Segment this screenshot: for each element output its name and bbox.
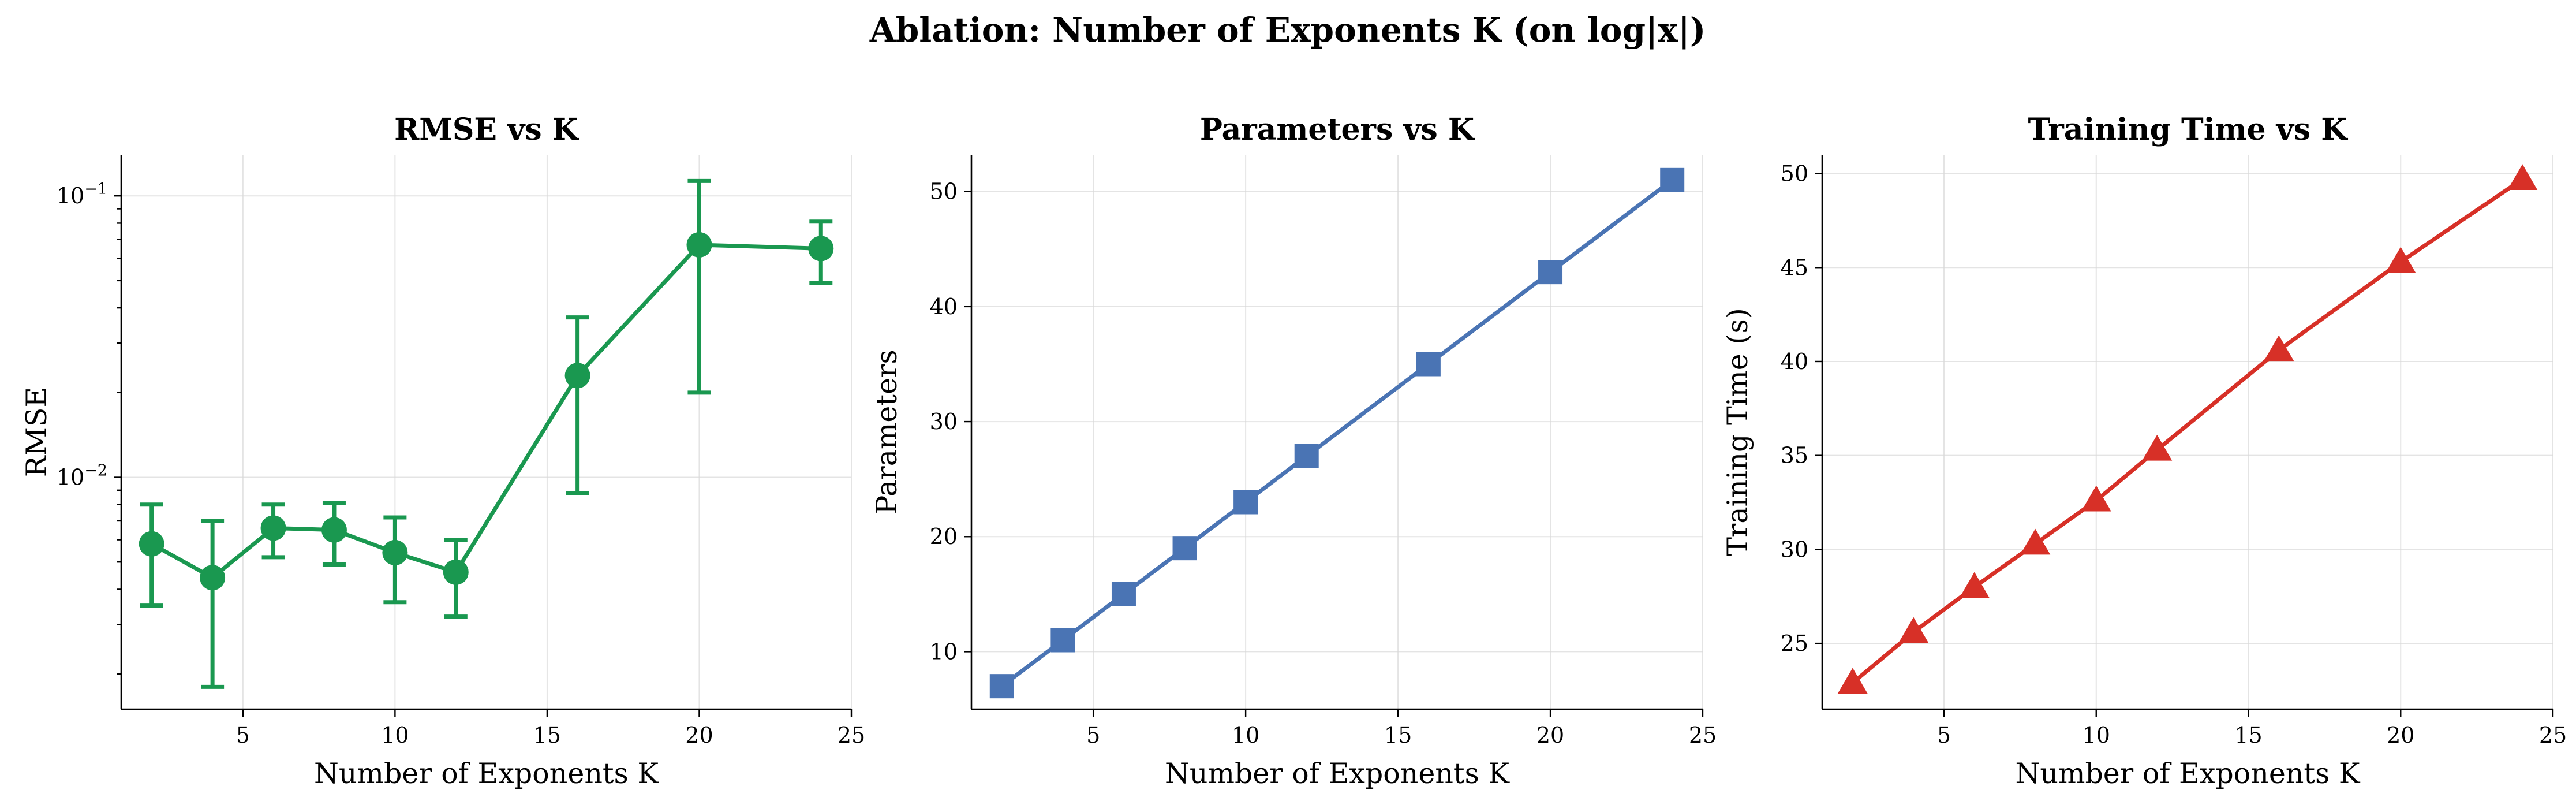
data-point [200, 565, 226, 591]
data-point [2264, 335, 2294, 362]
y-tick-label: 10−1 [57, 180, 107, 208]
x-tick-label: 15 [533, 722, 561, 748]
x-tick-label: 5 [1937, 722, 1951, 748]
y-tick-label: 45 [1781, 255, 1808, 280]
data-point [2507, 164, 2538, 191]
data-point [1538, 260, 1563, 285]
data-point [1172, 536, 1197, 561]
data-point [1898, 617, 1929, 643]
data-point [686, 232, 712, 258]
panel-training-time: 5 10 15 20 25 25 30 35 40 45 50 Training Time vs K N… [1721, 112, 2567, 790]
x-axis-label: Number of Exponents K [314, 757, 659, 790]
x-tick-label: 20 [2387, 722, 2414, 748]
panel-rmse: 5 10 15 20 25 10−1 10−2 RMSE vs K Number of Expo… [20, 112, 865, 790]
data-point [1660, 167, 1685, 192]
y-tick-label: 35 [1781, 443, 1808, 468]
x-tick-label: 25 [2539, 722, 2567, 748]
y-axis-label: RMSE [20, 387, 53, 477]
y-tick-label: 25 [1781, 631, 1808, 656]
x-tick-label: 10 [1232, 722, 1259, 748]
x-tick-label: 5 [236, 722, 250, 748]
x-tick-label: 20 [685, 722, 713, 748]
data-point [989, 674, 1014, 699]
x-tick-label: 15 [1384, 722, 1412, 748]
y-tick-label: 30 [930, 409, 958, 434]
x-axis-label: Number of Exponents K [1165, 757, 1510, 790]
data-point [2386, 247, 2416, 273]
panel-title: RMSE vs K [394, 112, 579, 147]
x-tick-label: 15 [2234, 722, 2262, 748]
y-tick-label: 10 [930, 639, 958, 664]
data-point [139, 531, 164, 557]
series-line [1000, 178, 1674, 688]
data-point [2020, 528, 2051, 555]
data-point [1050, 628, 1075, 653]
data-point [2142, 434, 2173, 461]
y-axis-label: Parameters [870, 349, 903, 514]
data-point [321, 517, 347, 543]
x-axis-label: Number of Exponents K [2016, 757, 2361, 790]
series-line [151, 243, 821, 580]
x-tick-label: 10 [381, 722, 409, 748]
x-tick-label: 25 [1689, 722, 1717, 748]
data-point [1959, 572, 1990, 598]
series-line [1851, 177, 2524, 685]
data-point [1111, 582, 1136, 606]
data-point [2081, 485, 2111, 512]
x-tick-label: 25 [838, 722, 865, 748]
y-tick-label: 20 [930, 524, 958, 549]
y-tick-label: 50 [930, 179, 958, 204]
data-point [1837, 668, 1868, 694]
panel-parameters: 5 10 15 20 25 10 20 30 40 50 Parameters vs K Number… [870, 112, 1717, 790]
x-tick-label: 5 [1086, 722, 1100, 748]
data-point [564, 363, 590, 389]
data-point [1294, 444, 1319, 468]
y-tick-label: 10−2 [57, 462, 107, 490]
y-tick-label: 40 [1781, 349, 1808, 374]
figure-suptitle: Ablation: Number of Exponents K (on log|… [869, 10, 1706, 50]
y-tick-label: 40 [930, 294, 958, 319]
data-point [1416, 352, 1441, 377]
y-axis-label: Training Time (s) [1721, 308, 1754, 556]
y-tick-label: 50 [1781, 161, 1808, 187]
data-point [443, 559, 469, 585]
data-point [382, 539, 408, 565]
panel-title: Training Time vs K [2028, 112, 2348, 147]
data-point [1233, 490, 1258, 515]
data-point [808, 236, 834, 262]
x-tick-label: 10 [2083, 722, 2110, 748]
data-point [260, 515, 286, 541]
x-tick-label: 20 [1536, 722, 1564, 748]
panel-title: Parameters vs K [1200, 112, 1475, 147]
y-tick-label: 30 [1781, 537, 1808, 562]
